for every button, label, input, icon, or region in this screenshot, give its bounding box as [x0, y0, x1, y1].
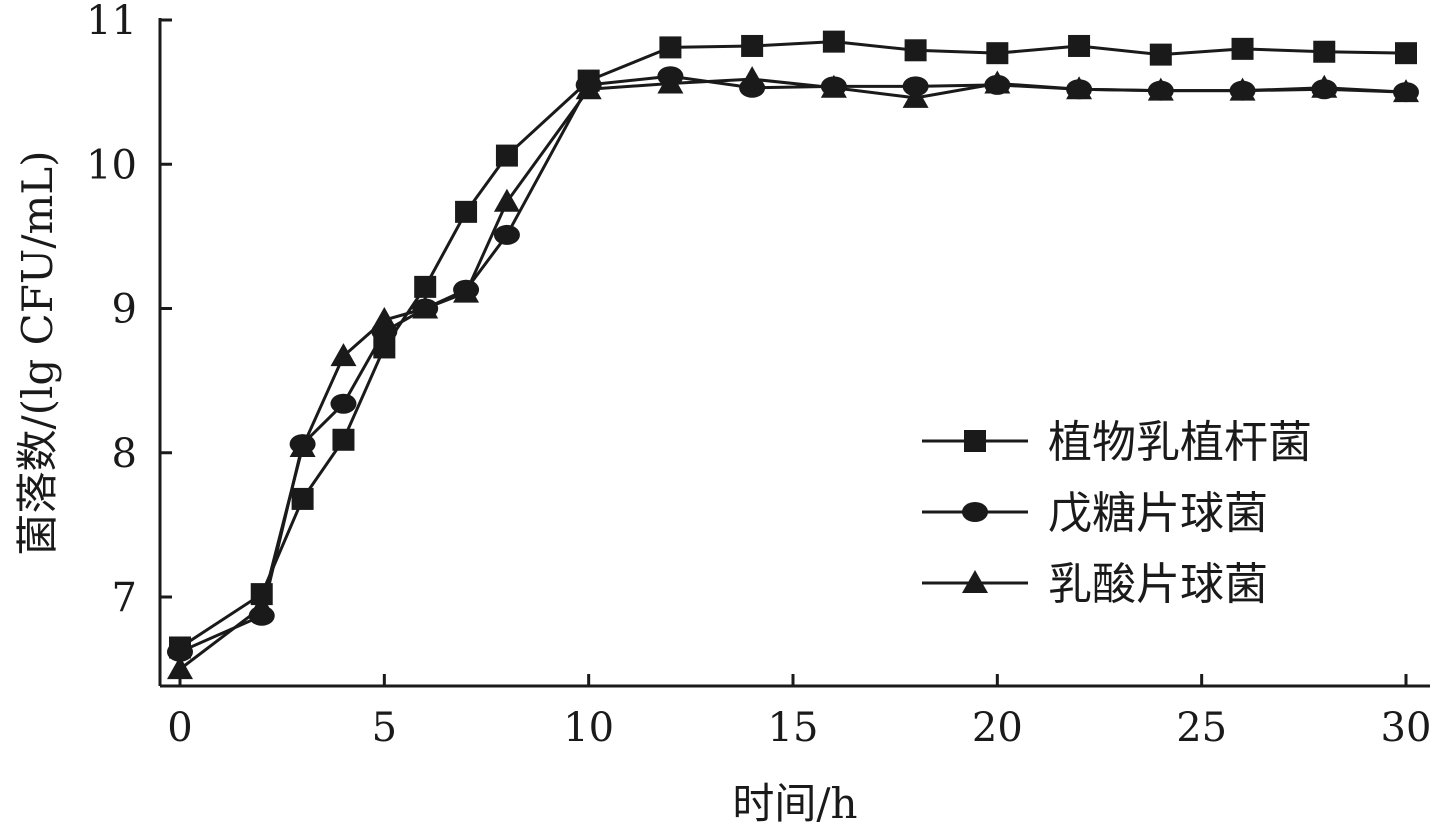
x-axis-title: 时间/h: [732, 779, 857, 828]
square-marker: [332, 428, 355, 451]
triangle-marker: [330, 343, 357, 367]
circle-marker: [493, 224, 520, 245]
triangle-marker: [493, 188, 520, 212]
legend-label: 植物乳植杆菌: [1048, 417, 1312, 468]
y-axis-title: 菌落数/(lg CFU/mL): [13, 150, 62, 555]
square-marker: [1395, 42, 1417, 65]
triangle-marker: [575, 76, 602, 100]
circle-marker: [167, 641, 193, 662]
triangle-marker: [902, 84, 929, 108]
triangle-marker: [984, 70, 1011, 94]
triangle-marker: [167, 656, 193, 680]
triangle-marker: [289, 433, 316, 457]
triangle-marker: [1311, 74, 1338, 98]
square-marker: [1231, 37, 1254, 60]
triangle-marker: [820, 74, 847, 98]
triangle-marker: [248, 594, 275, 618]
triangle-marker: [739, 66, 766, 90]
triangle-marker: [1066, 76, 1093, 100]
series-3: [167, 66, 1419, 680]
legend-item: 戊糖片球菌: [922, 488, 1268, 539]
square-marker: [495, 144, 518, 167]
triangle-marker: [1147, 77, 1174, 101]
triangle-marker: [371, 307, 398, 331]
square-marker: [904, 39, 927, 62]
x-tick-label: 30: [1381, 705, 1432, 751]
x-tick-label: 10: [563, 705, 614, 751]
y-tick-label: 9: [112, 287, 137, 333]
square-marker: [741, 34, 764, 57]
legend-item: 植物乳植杆菌: [922, 417, 1312, 468]
triangle-marker: [1393, 79, 1419, 103]
square-marker: [1313, 40, 1336, 63]
square-marker: [1068, 34, 1091, 57]
x-tick-label: 0: [167, 705, 192, 751]
square-marker: [414, 275, 437, 298]
square-marker: [659, 36, 682, 59]
series-line: [179, 40, 1407, 649]
y-tick-label: 10: [86, 142, 137, 188]
triangle-marker: [1229, 77, 1256, 101]
y-tick-label: 8: [112, 431, 137, 477]
x-tick-label: 20: [972, 705, 1023, 751]
triangle-marker: [412, 295, 439, 319]
x-tick-label: 5: [372, 705, 397, 751]
triangle-marker: [657, 70, 684, 94]
legend-triangle-marker: [962, 570, 988, 593]
square-marker: [1149, 43, 1172, 66]
x-tick-label: 15: [768, 705, 819, 751]
y-tick-label: 7: [112, 575, 137, 621]
y-tick-label: 11: [86, 0, 137, 44]
legend-label: 戊糖片球菌: [1048, 488, 1268, 539]
circle-marker: [330, 393, 357, 414]
square-marker: [455, 200, 478, 223]
legend-label: 乳酸片球菌: [1048, 559, 1268, 610]
square-marker: [291, 487, 314, 510]
axes: 0 5 10 15 20 25 30 7 8 9 10 11: [86, 0, 1431, 751]
legend-circle-marker: [962, 502, 988, 522]
plot-series: [167, 30, 1419, 680]
x-tick-label: 25: [1176, 705, 1227, 751]
legend-square-marker: [964, 430, 986, 452]
square-marker: [822, 30, 845, 53]
triangle-marker: [453, 279, 480, 303]
legend-item: 乳酸片球菌: [922, 559, 1268, 610]
square-marker: [986, 42, 1009, 65]
